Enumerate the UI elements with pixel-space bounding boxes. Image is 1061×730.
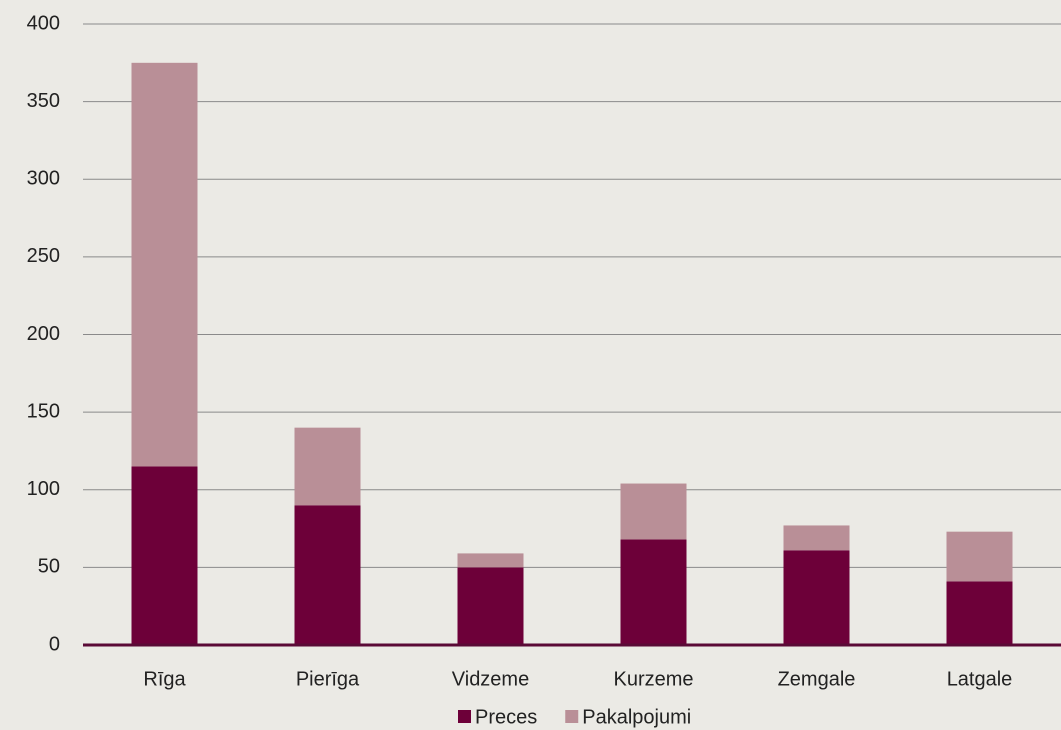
legend-swatch	[458, 710, 471, 723]
bar-segment	[294, 427, 361, 506]
y-tick-label: 100	[27, 478, 60, 500]
bar-segment	[294, 505, 361, 645]
bar-segment	[620, 539, 687, 645]
legend-swatch	[565, 710, 579, 723]
bar-segment	[783, 525, 850, 551]
y-tick-label: 250	[27, 245, 60, 267]
y-tick-label: 0	[49, 633, 60, 655]
bar-segment	[457, 553, 524, 568]
bar-segment	[457, 567, 524, 645]
x-tick-label: Zemgale	[778, 668, 856, 690]
x-tick-label: Pierīga	[296, 668, 360, 690]
y-tick-label: 350	[27, 90, 60, 112]
x-tick-label: Vidzeme	[452, 668, 529, 690]
y-tick-label: 300	[27, 168, 60, 190]
y-tick-label: 50	[38, 556, 60, 578]
x-tick-label: Kurzeme	[613, 668, 693, 690]
bar-segment	[783, 550, 850, 645]
y-tick-label: 150	[27, 400, 60, 422]
x-tick-label: Rīga	[143, 668, 186, 690]
bar-segment	[620, 483, 687, 540]
legend-label: Preces	[475, 706, 537, 728]
bar-segment	[946, 581, 1013, 645]
bar-segment	[131, 62, 198, 467]
legend-label: Pakalpojumi	[582, 706, 691, 728]
x-tick-label: Latgale	[947, 668, 1013, 690]
y-tick-label: 200	[27, 323, 60, 345]
bar-segment	[131, 466, 198, 645]
y-tick-label: 400	[27, 12, 60, 34]
bar-segment	[946, 531, 1013, 582]
